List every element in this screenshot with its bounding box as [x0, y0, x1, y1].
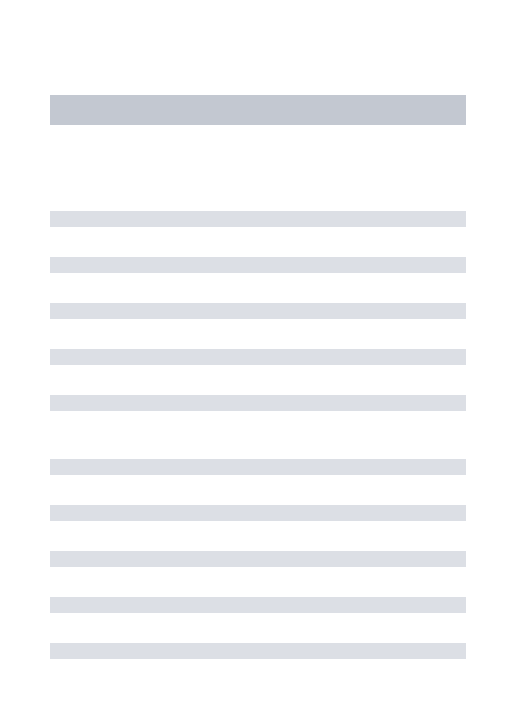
- skeleton-line: [50, 551, 466, 567]
- skeleton-line: [50, 257, 466, 273]
- skeleton-line: [50, 597, 466, 613]
- skeleton-title-bar: [50, 95, 466, 125]
- skeleton-container: [0, 0, 516, 659]
- skeleton-line: [50, 211, 466, 227]
- skeleton-line: [50, 505, 466, 521]
- skeleton-line: [50, 349, 466, 365]
- skeleton-group-1: [50, 211, 466, 411]
- skeleton-line: [50, 459, 466, 475]
- skeleton-line: [50, 395, 466, 411]
- skeleton-line: [50, 643, 466, 659]
- skeleton-line: [50, 303, 466, 319]
- skeleton-group-2: [50, 459, 466, 659]
